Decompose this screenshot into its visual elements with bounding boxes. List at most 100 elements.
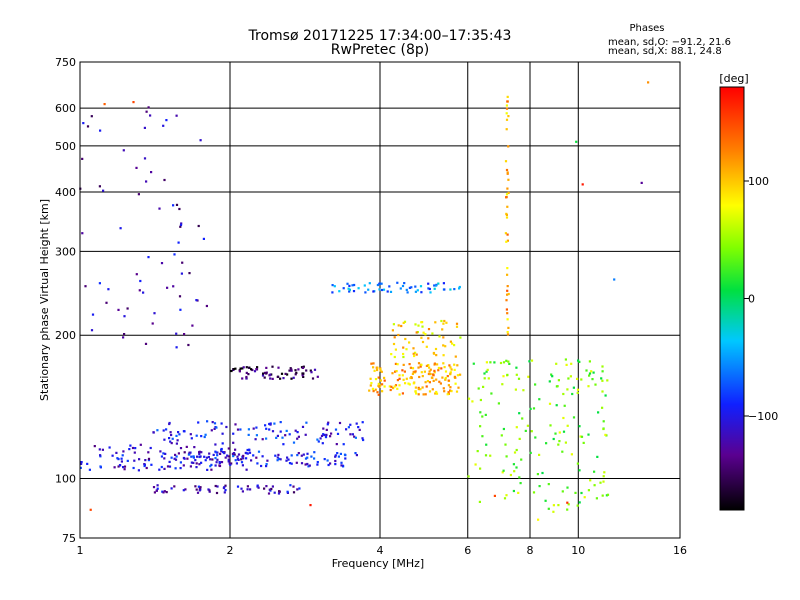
data-point <box>354 452 357 455</box>
data-point <box>255 426 258 429</box>
data-point <box>279 421 282 424</box>
data-point <box>394 348 397 351</box>
data-point <box>442 354 445 357</box>
data-point <box>435 390 438 394</box>
data-point <box>333 285 336 288</box>
data-point <box>389 290 393 293</box>
data-point <box>161 490 164 493</box>
data-point <box>449 389 452 392</box>
data-point <box>414 370 417 373</box>
data-point <box>216 458 219 461</box>
data-point <box>437 369 440 372</box>
data-point <box>313 368 317 371</box>
data-point <box>211 458 214 461</box>
data-point <box>236 458 239 461</box>
data-point <box>430 376 433 379</box>
data-point <box>261 455 264 458</box>
data-point <box>433 362 436 365</box>
data-point <box>394 362 397 365</box>
data-point <box>587 489 590 492</box>
data-point <box>156 429 159 432</box>
data-point <box>599 481 602 484</box>
data-point <box>567 503 570 506</box>
data-point <box>205 456 208 459</box>
data-point <box>379 367 382 370</box>
data-point <box>349 423 352 426</box>
data-point <box>176 439 179 442</box>
data-point <box>135 166 138 169</box>
data-point <box>269 373 272 376</box>
data-point <box>506 205 509 208</box>
data-point <box>403 370 406 373</box>
data-point <box>427 287 430 290</box>
data-point <box>182 464 185 467</box>
data-point <box>122 450 125 453</box>
data-point <box>472 362 475 365</box>
data-point <box>131 446 135 450</box>
data-point <box>512 489 515 493</box>
data-point <box>388 285 391 288</box>
data-point <box>152 431 155 434</box>
data-point <box>447 379 450 382</box>
data-point <box>405 377 408 380</box>
data-point <box>570 453 573 456</box>
data-point <box>296 437 299 440</box>
phase-stats-heading: Phases <box>629 23 664 34</box>
x-tick-label: 16 <box>673 544 687 557</box>
data-point <box>292 491 296 494</box>
data-point <box>342 287 345 290</box>
data-point <box>143 126 146 129</box>
data-point <box>506 293 509 296</box>
data-point <box>177 452 180 455</box>
data-point <box>166 465 170 468</box>
y-tick-label: 100 <box>55 473 76 486</box>
data-point <box>402 363 405 366</box>
data-point <box>458 287 461 290</box>
data-point <box>408 383 411 386</box>
data-point <box>99 454 102 457</box>
data-point <box>396 281 399 284</box>
data-point <box>239 428 242 431</box>
data-point <box>122 149 125 152</box>
data-point <box>428 366 431 369</box>
data-point <box>602 480 605 483</box>
data-point <box>250 368 253 371</box>
data-point <box>326 459 329 462</box>
data-point <box>417 366 420 369</box>
data-point <box>316 463 319 466</box>
data-point <box>447 391 450 394</box>
data-point <box>490 392 493 395</box>
data-point <box>274 454 277 457</box>
data-point <box>194 485 197 488</box>
data-point <box>378 385 381 388</box>
colorbar <box>719 86 745 511</box>
data-point <box>507 115 510 118</box>
data-point <box>507 292 510 296</box>
data-point <box>175 434 178 437</box>
data-point <box>147 457 151 460</box>
data-point <box>534 436 537 439</box>
data-point <box>81 232 84 235</box>
data-point <box>261 374 265 377</box>
data-point <box>507 326 510 329</box>
data-point <box>505 216 509 219</box>
data-point <box>358 428 361 431</box>
data-point <box>245 371 248 374</box>
data-point <box>132 101 135 104</box>
data-point <box>538 485 541 488</box>
data-point <box>397 324 400 327</box>
data-point <box>175 455 178 458</box>
data-point <box>479 467 482 470</box>
data-point <box>405 348 408 351</box>
data-point <box>168 437 171 440</box>
data-point <box>456 374 459 377</box>
data-point <box>593 484 596 487</box>
data-point <box>421 340 425 344</box>
data-point <box>298 487 301 490</box>
data-point <box>442 282 445 285</box>
data-point <box>150 463 153 466</box>
data-point <box>479 425 482 428</box>
data-point <box>562 430 566 433</box>
data-point <box>216 485 219 488</box>
data-point <box>479 398 482 402</box>
